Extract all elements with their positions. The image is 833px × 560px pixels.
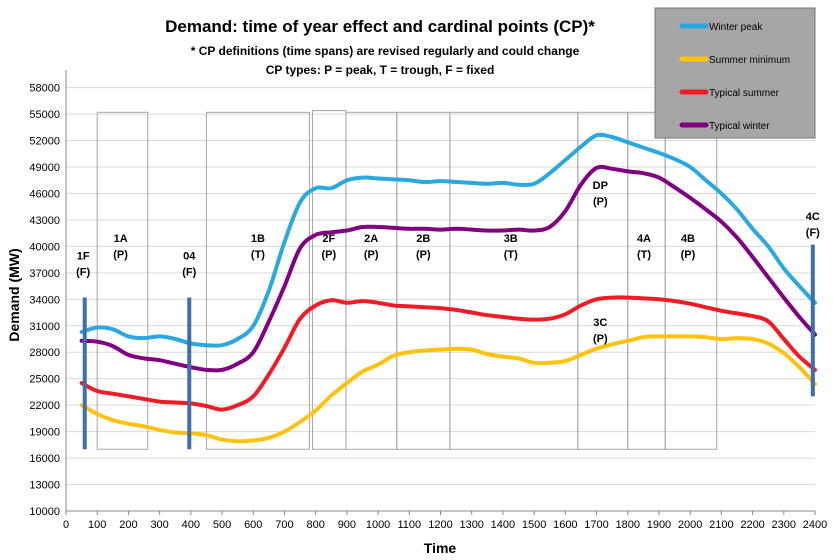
- x-axis-label: Time: [424, 540, 457, 556]
- y-tick-label: 43000: [29, 215, 60, 227]
- y-tick-label: 31000: [29, 321, 60, 333]
- cp-fixed-bars: [82, 244, 815, 450]
- y-tick-labels: 10000 13000 16000 19000 22000 25000 28000 31000…: [29, 83, 60, 518]
- y-tick-label: 16000: [29, 453, 60, 465]
- y-tick-label: 55000: [29, 109, 60, 121]
- cp-label-type: (P): [593, 333, 608, 345]
- cp-label-type: (F): [182, 267, 196, 279]
- x-tick-label: 1500: [522, 519, 546, 531]
- x-tick-label: 500: [213, 519, 231, 531]
- legend-label: Summer minimum: [709, 55, 790, 66]
- x-tick-label: 0: [63, 519, 69, 531]
- cp-label-id: 2B: [416, 233, 430, 245]
- y-tick-label: 37000: [29, 268, 60, 280]
- x-tick-label: 2400: [803, 519, 827, 531]
- cp-label-id: 4B: [681, 233, 695, 245]
- x-tick-label: 400: [182, 519, 200, 531]
- cp-label-type: (P): [364, 249, 379, 261]
- x-tick-label: 1600: [553, 519, 577, 531]
- y-tick-label: 58000: [29, 83, 60, 95]
- cp-label-id: 1A: [114, 233, 128, 245]
- x-tick-label: 1100: [397, 519, 421, 531]
- x-tick-label: 600: [244, 519, 262, 531]
- cp-span-boxes: [96, 110, 718, 450]
- x-tick-label: 2100: [709, 519, 733, 531]
- cp-label-id: 3C: [593, 317, 607, 329]
- series-line-typical-winter: [79, 164, 817, 373]
- chart-title: Demand: time of year effect and cardinal…: [165, 17, 595, 36]
- legend-label: Typical summer: [709, 88, 780, 99]
- cp-label-type: (F): [806, 227, 820, 239]
- cp-label-id: 2F: [322, 233, 335, 245]
- cp-label-type: (F): [76, 267, 90, 279]
- x-tick-label: 2000: [678, 519, 702, 531]
- y-axis-label: Demand (MW): [6, 248, 22, 341]
- cp-label-id: 1B: [251, 233, 265, 245]
- x-tick-label: 1000: [366, 519, 390, 531]
- cp-label-type: (P): [321, 249, 336, 261]
- x-tick-label: 1900: [647, 519, 671, 531]
- x-tick-label: 1700: [584, 519, 608, 531]
- y-tick-label: 52000: [29, 136, 60, 148]
- y-tick-label: 19000: [29, 427, 60, 439]
- x-tick-label: 300: [150, 519, 168, 531]
- cp-label-type: (P): [681, 249, 696, 261]
- cp-span-box: [205, 111, 310, 450]
- x-tick-label: 2300: [772, 519, 796, 531]
- cp-label-type: (P): [416, 249, 431, 261]
- series-line-winter-peak: [79, 132, 817, 348]
- cp-span-box: [577, 111, 629, 450]
- cp-label-id: 2A: [364, 233, 378, 245]
- series-line-typical-summer: [79, 295, 817, 412]
- cp-label-type: (P): [113, 249, 128, 261]
- legend: Winter peak Summer minimum Typical summer T…: [654, 7, 816, 139]
- chart-subtitle-1: * CP definitions (time spans) are revise…: [191, 44, 580, 58]
- chart-subtitle-2: CP types: P = peak, T = trough, F = fixe…: [266, 63, 495, 77]
- cp-span-box: [664, 111, 718, 450]
- cp-span-box: [96, 111, 149, 450]
- x-tick-label: 1400: [491, 519, 515, 531]
- x-tick-label: 1800: [616, 519, 640, 531]
- y-tick-label: 49000: [29, 162, 60, 174]
- x-tick-label: 100: [88, 519, 106, 531]
- cp-label-type: (T): [251, 249, 265, 261]
- legend-box: [654, 7, 816, 139]
- gridlines: [66, 87, 815, 512]
- x-tick-label: 700: [275, 519, 293, 531]
- cp-label-id: 4A: [637, 233, 651, 245]
- y-tick-label: 28000: [29, 347, 60, 359]
- cp-label-id: DP: [593, 180, 608, 192]
- x-tick-label: 1300: [459, 519, 483, 531]
- y-tick-label: 40000: [29, 241, 60, 253]
- legend-label: Typical winter: [709, 121, 770, 132]
- series-line-summer-minimum: [79, 334, 817, 444]
- y-tick-label: 34000: [29, 294, 60, 306]
- cp-label-type: (T): [504, 249, 518, 261]
- y-tick-label: 25000: [29, 374, 60, 386]
- cp-label-type: (P): [593, 196, 608, 208]
- y-tick-label: 46000: [29, 188, 60, 200]
- cp-labels: 1F (F) 1A (P) 04 (F) 1B (T) 2F (P) 2A (P) 2B (P) 3B (T)…: [76, 180, 820, 345]
- cp-label-type: (T): [637, 249, 651, 261]
- cp-span-box: [345, 111, 398, 450]
- y-tick-label: 10000: [29, 506, 60, 518]
- y-tick-label: 22000: [29, 400, 60, 412]
- x-tick-label: 1200: [428, 519, 452, 531]
- cp-label-id: 3B: [504, 233, 518, 245]
- cp-span-box: [627, 111, 666, 450]
- cp-span-box: [396, 111, 451, 450]
- x-tick-label: 800: [306, 519, 324, 531]
- x-tick-label: 900: [338, 519, 356, 531]
- x-tick-label: 200: [119, 519, 137, 531]
- cp-label-id: 1F: [77, 251, 90, 263]
- cp-span-box: [449, 111, 579, 450]
- series-lines: [79, 132, 817, 444]
- y-tick-label: 13000: [29, 480, 60, 492]
- cp-label-id: 04: [183, 251, 196, 263]
- x-tick-labels: 0 100 200 300 400 500 600 700 800 900 1000 1100 1200…: [63, 511, 827, 531]
- cp-label-id: 4C: [806, 211, 820, 223]
- x-tick-label: 2200: [740, 519, 764, 531]
- legend-label: Winter peak: [709, 22, 763, 33]
